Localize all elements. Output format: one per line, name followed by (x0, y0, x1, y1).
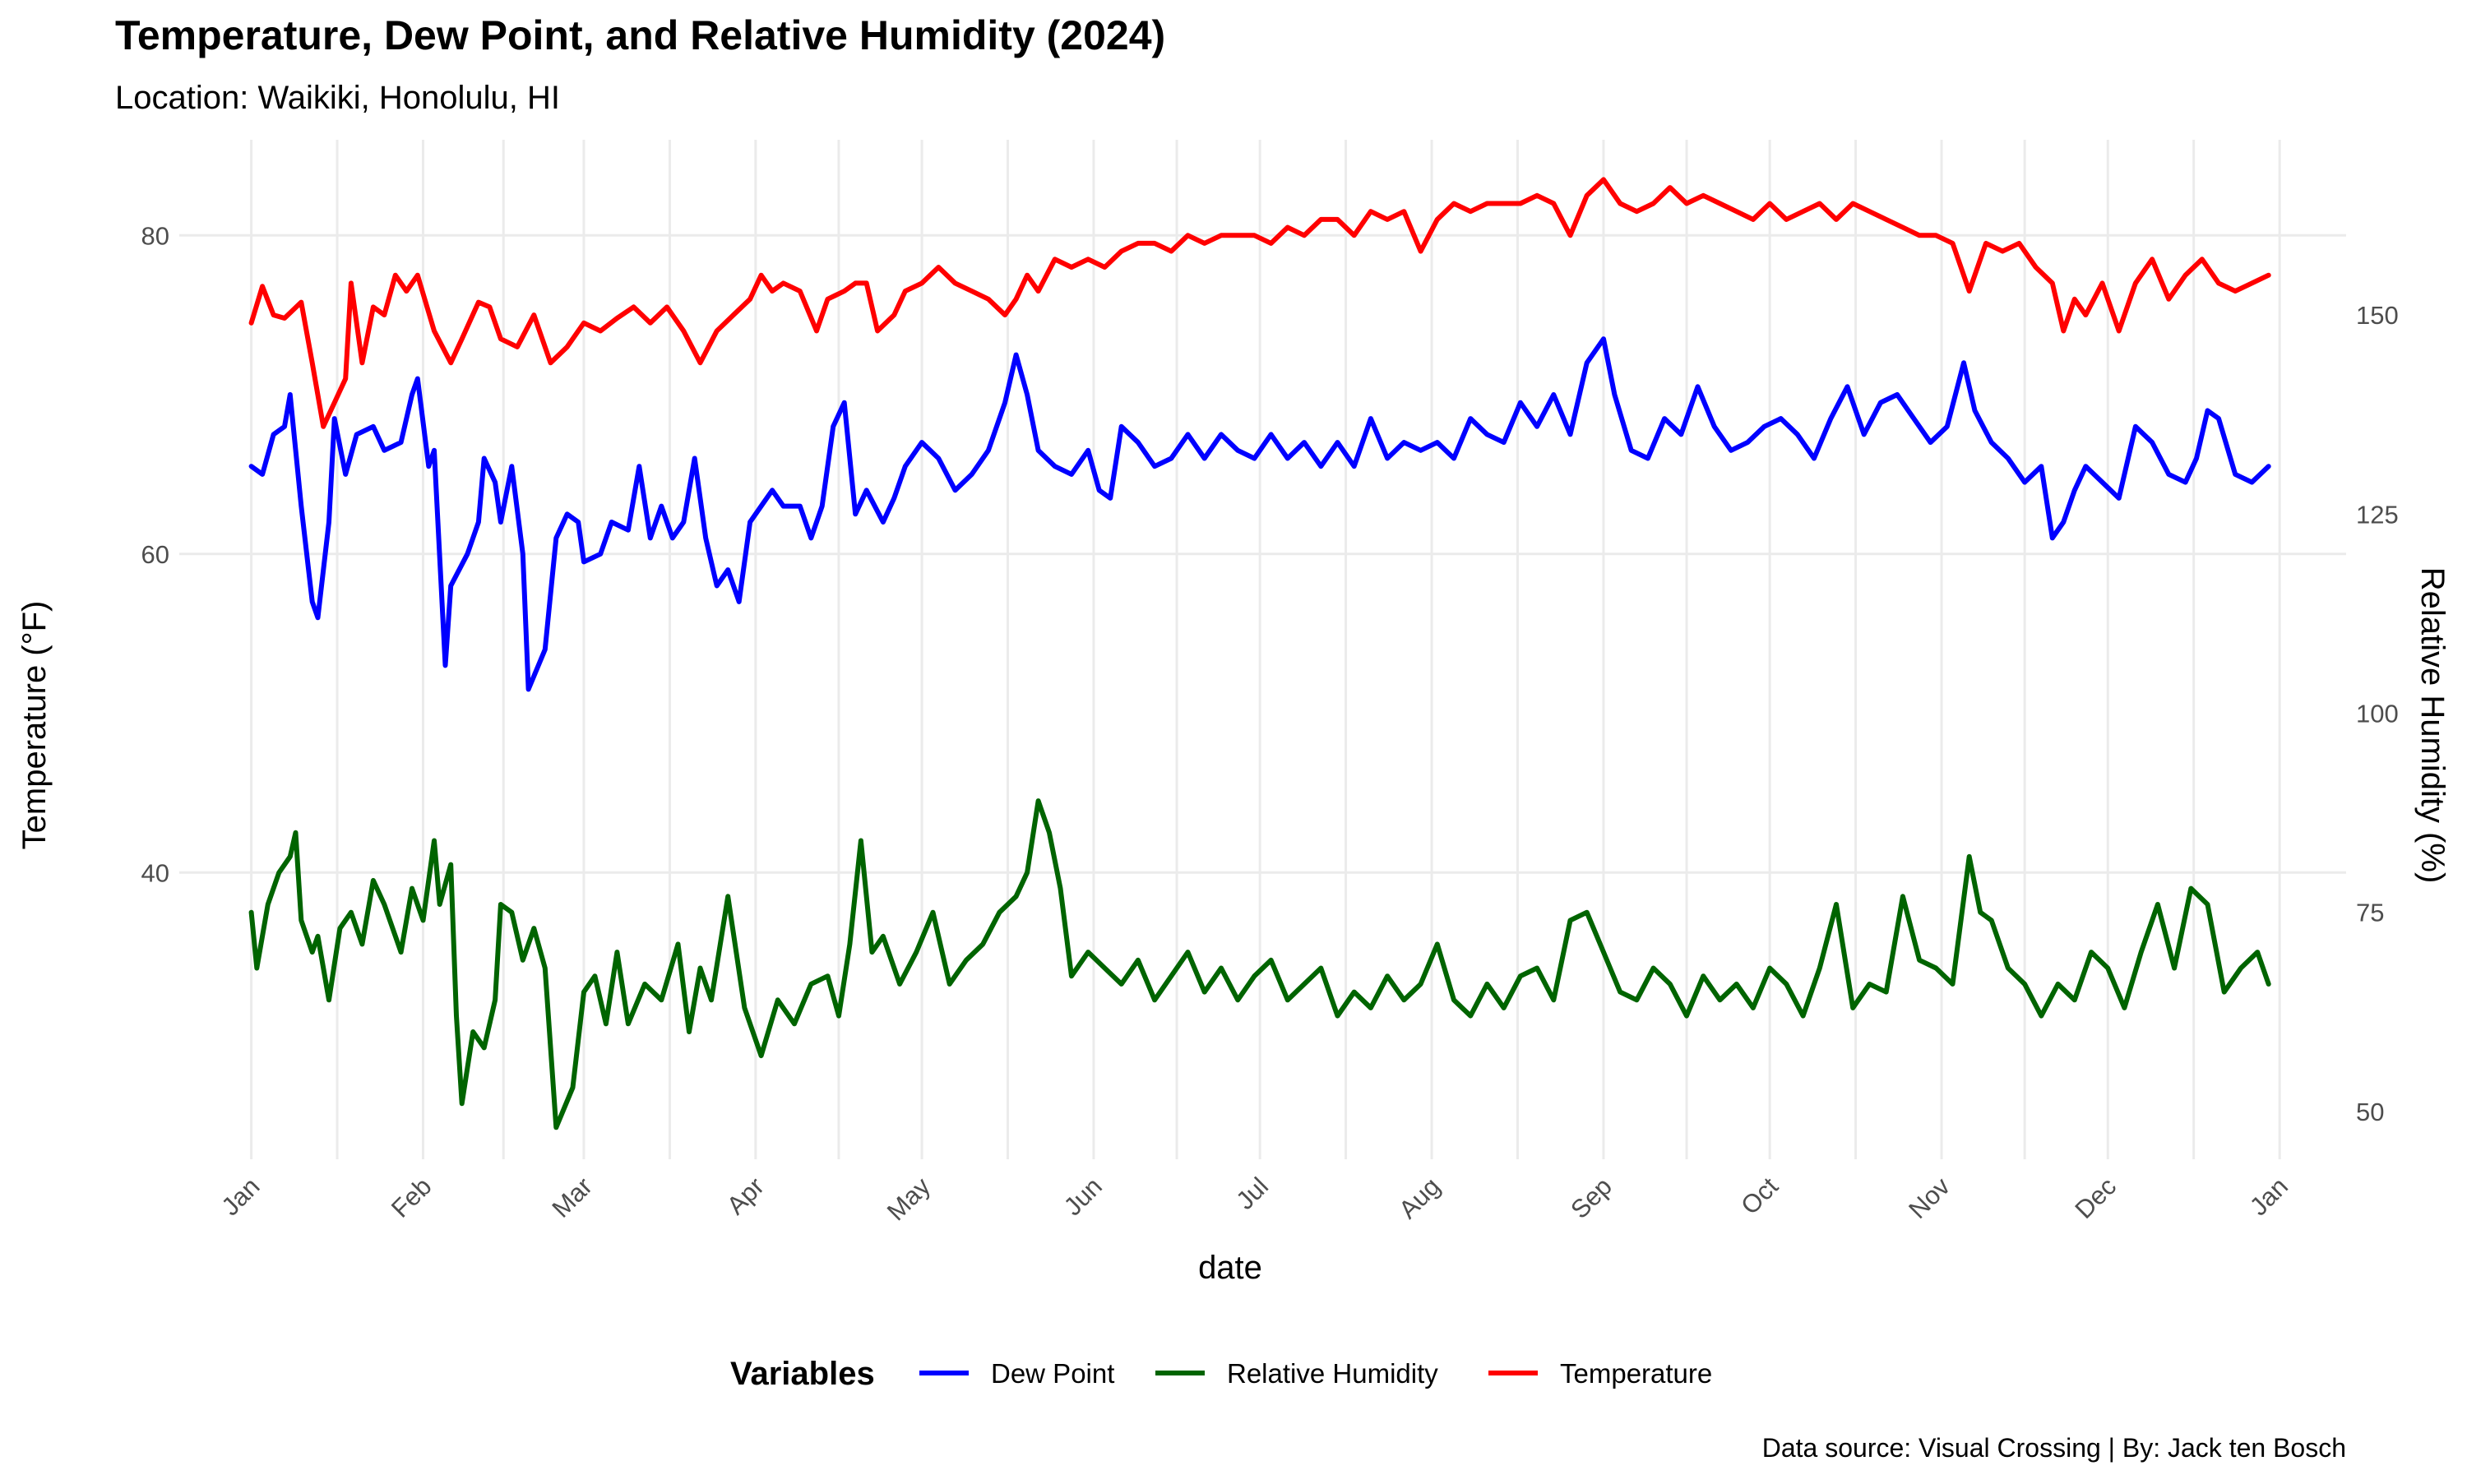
x-tick-label: Jul (1230, 1172, 1274, 1215)
right-y-tick-label: 75 (2356, 899, 2384, 927)
x-tick-label: Aug (1393, 1172, 1446, 1224)
legend-label-relative-humidity: Relative Humidity (1227, 1358, 1438, 1389)
x-tick-label: Jan (215, 1172, 265, 1221)
series-line-relative-humidity (248, 798, 2271, 1130)
right-y-tick-label: 125 (2356, 500, 2399, 529)
x-tick-label: Jun (1058, 1172, 1108, 1221)
x-tick-label: Jan (2244, 1172, 2293, 1221)
chart-subtitle: Location: Waikiki, Honolulu, HI (115, 80, 560, 116)
right-y-tick-label: 100 (2356, 700, 2399, 728)
right-y-tick-label: 150 (2356, 301, 2399, 330)
right-y-tick-label: 50 (2356, 1098, 2384, 1126)
legend-label-temperature: Temperature (1560, 1358, 1712, 1389)
x-tick-label: Oct (1735, 1172, 1784, 1220)
x-tick-label: Nov (1903, 1172, 1956, 1224)
ticks-layer: Jan Feb Mar Apr May Jun Jul Aug Sep Oct Nov Dec Jan 4… (141, 221, 2399, 1226)
legend: Variables Dew Point Relative Humidity Te… (730, 1356, 1712, 1392)
series-line-dew-point (248, 336, 2271, 692)
left-y-tick-label: 80 (141, 221, 169, 250)
left-y-tick-label: 60 (141, 540, 169, 569)
chart-title: Temperature, Dew Point, and Relative Hum… (115, 12, 1165, 58)
x-tick-label: Mar (546, 1172, 598, 1223)
chart-caption: Data source: Visual Crossing | By: Jack … (1762, 1433, 2346, 1463)
right-y-axis-title: Relative Humidity (%) (2414, 567, 2451, 884)
legend-title: Variables (730, 1356, 875, 1392)
series-layer (248, 177, 2271, 1130)
x-tick-label: Feb (386, 1172, 437, 1223)
grid-layer (179, 140, 2346, 1159)
x-tick-label: Apr (721, 1172, 770, 1220)
left-y-tick-label: 40 (141, 858, 169, 887)
x-tick-label: May (882, 1172, 937, 1227)
x-tick-label: Sep (1565, 1172, 1618, 1224)
series-line-temperature (248, 177, 2271, 429)
left-y-axis-title: Temperature (°F) (16, 601, 53, 850)
x-axis-title: date (1198, 1250, 1262, 1286)
x-tick-label: Dec (2069, 1172, 2122, 1224)
legend-label-dew-point: Dew Point (991, 1358, 1114, 1389)
